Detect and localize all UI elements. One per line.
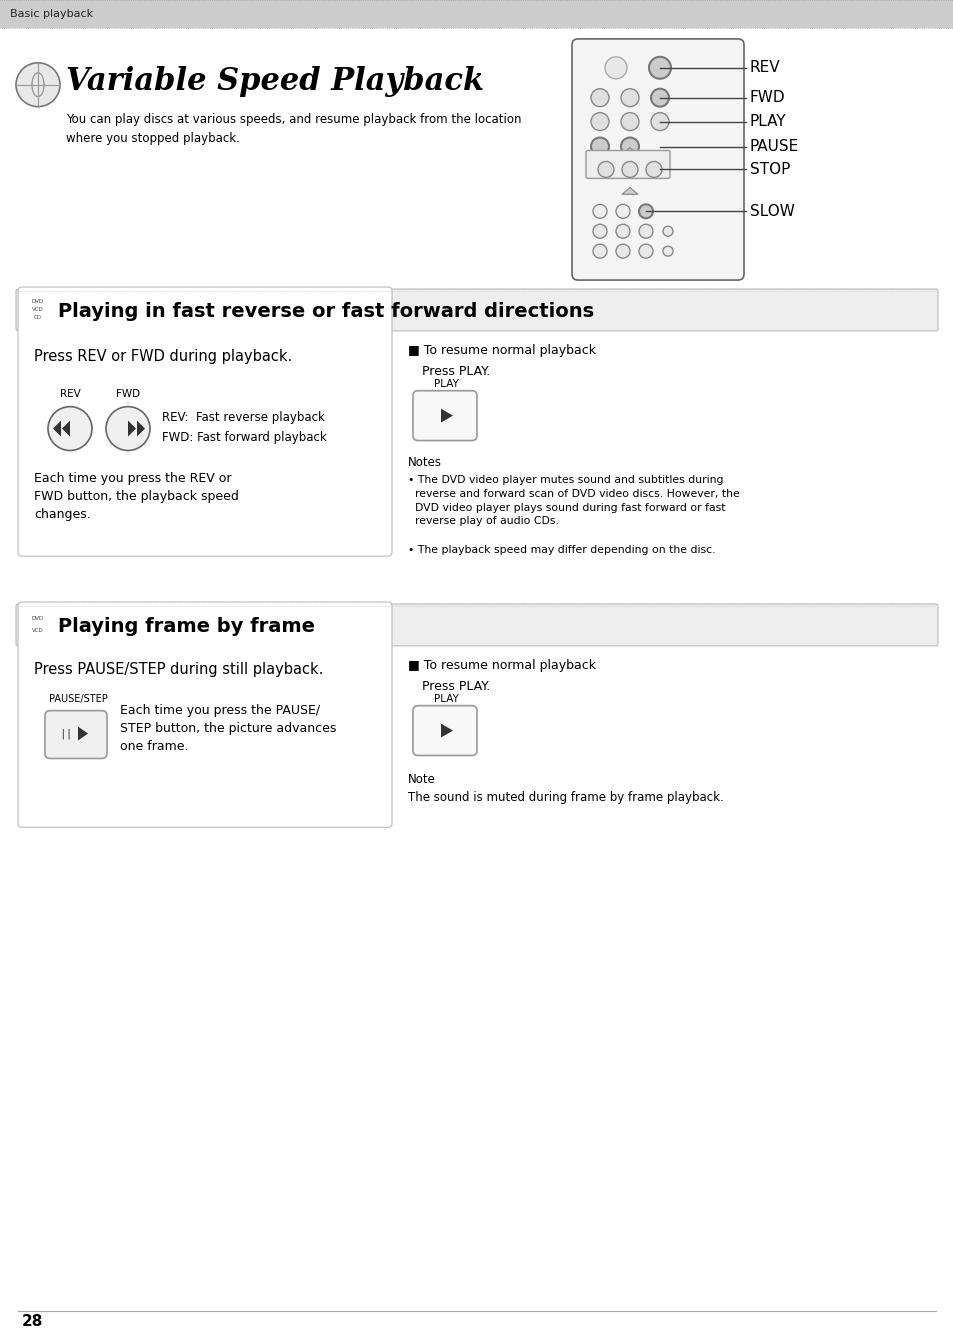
Text: DVD: DVD — [31, 299, 44, 305]
FancyBboxPatch shape — [18, 602, 392, 827]
Circle shape — [29, 301, 47, 319]
FancyBboxPatch shape — [572, 39, 743, 281]
Circle shape — [593, 205, 606, 218]
Circle shape — [616, 205, 629, 218]
Text: PLAY: PLAY — [749, 114, 786, 129]
Circle shape — [590, 137, 608, 156]
FancyBboxPatch shape — [585, 150, 669, 178]
Circle shape — [645, 161, 661, 177]
Circle shape — [620, 89, 639, 106]
Circle shape — [106, 407, 150, 451]
FancyBboxPatch shape — [413, 391, 476, 440]
Polygon shape — [621, 188, 638, 194]
Text: SLOW: SLOW — [749, 203, 794, 219]
Circle shape — [29, 309, 47, 327]
Circle shape — [620, 113, 639, 130]
Text: ||: || — [59, 729, 72, 738]
Text: FWD: Fast forward playback: FWD: Fast forward playback — [162, 431, 327, 444]
FancyBboxPatch shape — [413, 706, 476, 755]
Circle shape — [662, 226, 672, 237]
Bar — [0, 0, 953, 28]
Text: CD: CD — [34, 315, 42, 321]
Circle shape — [616, 225, 629, 238]
Circle shape — [620, 137, 639, 156]
Text: PLAY: PLAY — [433, 694, 458, 704]
Text: Note: Note — [408, 774, 436, 786]
Text: Each time you press the PAUSE/
STEP button, the picture advances
one frame.: Each time you press the PAUSE/ STEP butt… — [120, 704, 336, 753]
Polygon shape — [128, 420, 136, 436]
Text: You can play discs at various speeds, and resume playback from the location
wher: You can play discs at various speeds, an… — [66, 113, 521, 145]
Text: Press PLAY.: Press PLAY. — [421, 364, 490, 378]
Polygon shape — [137, 420, 145, 436]
Text: • The playback speed may differ depending on the disc.: • The playback speed may differ dependin… — [408, 545, 715, 555]
Circle shape — [29, 293, 47, 311]
Text: REV: REV — [59, 388, 80, 399]
Text: • The DVD video player mutes sound and subtitles during
  reverse and forward sc: • The DVD video player mutes sound and s… — [408, 475, 739, 527]
FancyBboxPatch shape — [16, 289, 937, 331]
Circle shape — [639, 225, 652, 238]
Text: ■ To resume normal playback: ■ To resume normal playback — [408, 344, 596, 356]
Circle shape — [48, 407, 91, 451]
Text: REV: REV — [749, 60, 780, 76]
Text: 28: 28 — [22, 1314, 43, 1329]
FancyBboxPatch shape — [16, 604, 937, 646]
Text: ■ To resume normal playback: ■ To resume normal playback — [408, 658, 596, 672]
Text: PAUSE: PAUSE — [749, 140, 799, 154]
Text: Basic playback: Basic playback — [10, 9, 93, 19]
Polygon shape — [62, 420, 70, 436]
Polygon shape — [53, 420, 61, 436]
Text: PAUSE/STEP: PAUSE/STEP — [49, 694, 108, 704]
Text: Notes: Notes — [408, 456, 441, 469]
Text: Playing frame by frame: Playing frame by frame — [58, 617, 314, 637]
Polygon shape — [440, 724, 453, 738]
Text: Variable Speed Playback: Variable Speed Playback — [66, 66, 483, 97]
Circle shape — [650, 113, 668, 130]
Circle shape — [662, 246, 672, 257]
Circle shape — [593, 225, 606, 238]
Text: Press PAUSE/STEP during still playback.: Press PAUSE/STEP during still playback. — [34, 662, 323, 677]
Polygon shape — [440, 408, 453, 423]
Circle shape — [650, 89, 668, 106]
Circle shape — [29, 622, 47, 640]
Circle shape — [593, 245, 606, 258]
Text: STOP: STOP — [749, 162, 789, 177]
Circle shape — [590, 89, 608, 106]
Text: FWD: FWD — [749, 90, 785, 105]
Circle shape — [604, 57, 626, 78]
Polygon shape — [621, 148, 638, 154]
Text: FWD: FWD — [116, 388, 140, 399]
Polygon shape — [78, 726, 88, 741]
Circle shape — [590, 113, 608, 130]
Text: VCD: VCD — [32, 307, 44, 313]
Text: Playing in fast reverse or fast forward directions: Playing in fast reverse or fast forward … — [58, 302, 594, 322]
Text: PLAY: PLAY — [433, 379, 458, 388]
FancyBboxPatch shape — [45, 710, 107, 758]
Text: Each time you press the REV or
FWD button, the playback speed
changes.: Each time you press the REV or FWD butto… — [34, 472, 238, 521]
Circle shape — [639, 245, 652, 258]
Text: Press PLAY.: Press PLAY. — [421, 680, 490, 693]
Circle shape — [621, 161, 638, 177]
Circle shape — [616, 245, 629, 258]
FancyBboxPatch shape — [18, 287, 392, 556]
Circle shape — [29, 610, 47, 628]
Circle shape — [639, 205, 652, 218]
Circle shape — [598, 161, 614, 177]
Text: VCD: VCD — [32, 628, 44, 633]
Text: Press REV or FWD during playback.: Press REV or FWD during playback. — [34, 348, 292, 364]
Circle shape — [16, 63, 60, 106]
Circle shape — [648, 57, 670, 78]
Text: REV:  Fast reverse playback: REV: Fast reverse playback — [162, 411, 325, 424]
Text: The sound is muted during frame by frame playback.: The sound is muted during frame by frame… — [408, 791, 723, 805]
Text: DVD: DVD — [31, 616, 44, 621]
